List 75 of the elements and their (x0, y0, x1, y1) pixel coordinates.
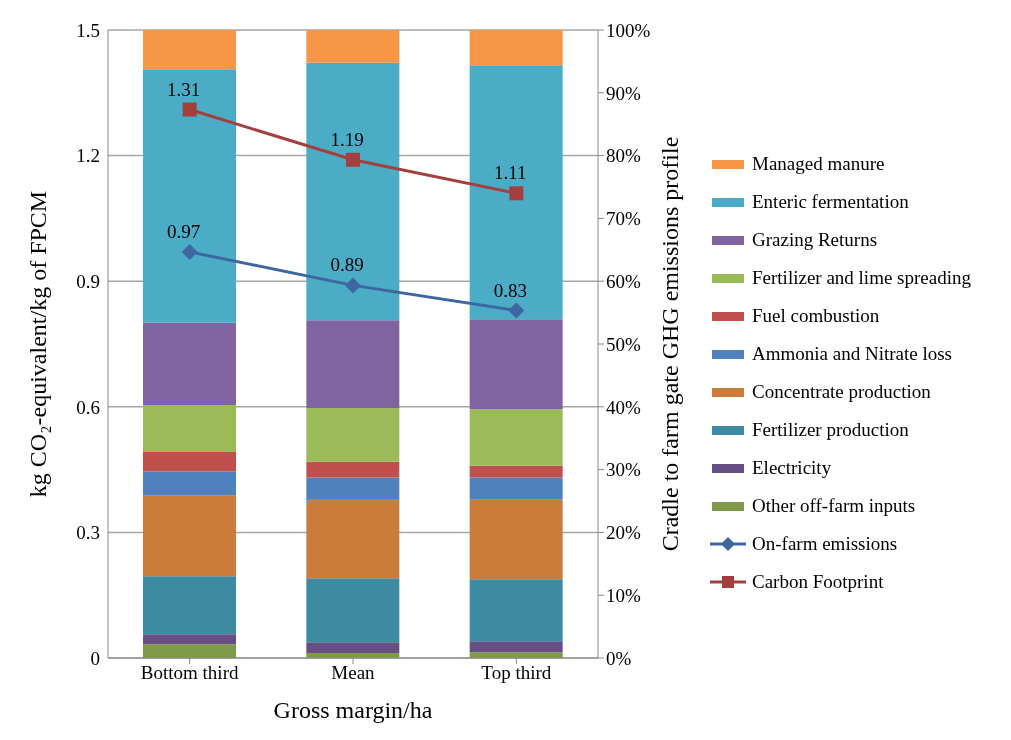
y2-tick-label: 100% (606, 19, 651, 41)
bar (469, 465, 563, 478)
bar (306, 461, 400, 478)
bar (469, 409, 563, 466)
data-label: 1.19 (330, 128, 364, 150)
y2-tick-label: 0% (606, 647, 632, 669)
y2-tick-label: 90% (606, 82, 641, 104)
y2-tick-label: 30% (606, 459, 641, 481)
point (181, 243, 198, 260)
y-tick-label: 0.3 (76, 522, 100, 544)
legend-label: Ammonia and Nitrate loss (752, 343, 952, 365)
bar (306, 30, 400, 63)
legend-label: On-farm emissions (752, 533, 898, 555)
bar (306, 62, 400, 321)
bar (306, 408, 400, 462)
legend-label: Fuel combustion (752, 305, 880, 327)
legend-label: Enteric fermentation (752, 191, 909, 213)
bar (143, 644, 236, 658)
point (509, 186, 524, 201)
bar (469, 65, 563, 320)
bar (143, 30, 236, 70)
bar (469, 477, 563, 500)
legend-label: Electricity (752, 457, 832, 479)
y-tick-label: 1.5 (76, 19, 100, 41)
point (182, 102, 197, 117)
y2-tick-label: 50% (606, 333, 641, 355)
bar (143, 404, 236, 453)
legend-label: Managed manure (752, 153, 885, 175)
point (508, 302, 525, 319)
x-tick-label: Mean (331, 662, 376, 684)
legend-label: Fertilizer production (752, 419, 909, 441)
y2-tick-label: 60% (606, 270, 641, 292)
bar (469, 30, 563, 66)
y2-axis-title: Cradle to farm gate GHG emissions profile (657, 136, 683, 552)
point (346, 152, 360, 167)
bar (143, 576, 236, 635)
data-label: 1.31 (167, 78, 201, 100)
bar (143, 69, 236, 323)
bar (469, 319, 563, 410)
point (345, 277, 361, 294)
bar (306, 642, 400, 653)
data-label: 1.11 (494, 162, 527, 184)
y-tick-label: 1.2 (76, 145, 100, 167)
y2-tick-label: 70% (606, 208, 641, 230)
legend-label: Other off-farm inputs (752, 495, 916, 517)
y2-tick-label: 10% (606, 584, 641, 606)
data-label: 0.97 (167, 220, 201, 242)
bar (306, 320, 400, 409)
legend-label: Concentrate production (752, 381, 931, 403)
bar (143, 495, 236, 577)
data-label: 0.89 (330, 254, 364, 276)
bar (306, 578, 400, 643)
bar (143, 634, 236, 645)
y-axis-title: kg CO₂-equivalent/kg of FPCM (25, 190, 51, 498)
y-tick-label: 0.9 (76, 270, 100, 292)
y2-tick-label: 20% (606, 522, 641, 544)
x-tick-label: Top third (481, 662, 552, 684)
legend-label: Grazing Returns (752, 229, 878, 251)
bar (143, 452, 236, 472)
bar (306, 477, 400, 500)
bar (469, 579, 563, 642)
y2-tick-label: 80% (606, 145, 641, 167)
bar (469, 641, 563, 653)
legend-label: Fertilizer and lime spreading (752, 267, 971, 289)
bar (143, 322, 236, 405)
bar (306, 499, 400, 579)
legend-label: Carbon Footprint (752, 571, 884, 593)
y-tick-label: 0.6 (76, 396, 100, 418)
data-label: 0.83 (493, 279, 527, 301)
y2-tick-label: 40% (606, 396, 641, 418)
bar (469, 499, 563, 580)
x-tick-label: Bottom third (140, 662, 239, 684)
bar (143, 471, 236, 496)
y-tick-label: 0 (90, 647, 100, 669)
x-axis-title: Gross margin/ha (273, 697, 433, 723)
